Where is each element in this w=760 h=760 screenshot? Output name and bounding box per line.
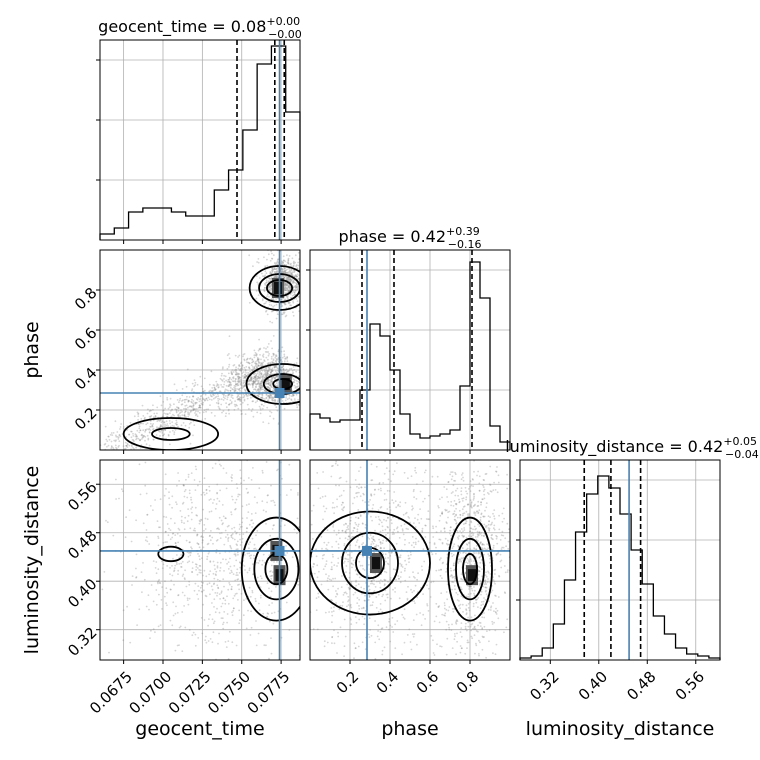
y-axis-label-phase: phase xyxy=(21,321,43,378)
y-tick-label: 0.2 xyxy=(71,404,101,434)
panel-frame xyxy=(519,459,721,661)
x-tick-label: 0.4 xyxy=(373,668,403,698)
truth-marker xyxy=(362,545,372,556)
histogram-phase xyxy=(309,261,511,450)
x-axis-label-luminosity_distance: luminosity_distance xyxy=(526,718,715,740)
y-tick-label: 0.48 xyxy=(64,527,100,563)
panel-title-luminosity_distance: luminosity_distance = 0.42+0.05 −0.04 xyxy=(505,435,759,461)
y-tick-label: 0.6 xyxy=(71,324,101,354)
y-axis-label-luminosity_distance: luminosity_distance xyxy=(21,466,43,655)
y-tick-label: 0.40 xyxy=(64,575,100,611)
marker-layer xyxy=(100,40,642,660)
truth-marker xyxy=(274,388,285,398)
panel-frame xyxy=(309,249,511,451)
histogram-geocent_time xyxy=(99,45,301,240)
histogram-layer xyxy=(99,45,721,660)
y-tick-label: 0.32 xyxy=(64,624,100,660)
axes-layer xyxy=(96,39,721,664)
x-tick-label: 0.32 xyxy=(526,668,562,704)
grid-layer xyxy=(100,40,720,660)
truth-marker xyxy=(274,545,285,556)
x-axis-label-phase: phase xyxy=(381,718,438,740)
contour-layer xyxy=(122,265,493,622)
y-tick-label: 0.4 xyxy=(71,364,101,394)
contours xyxy=(122,265,300,450)
x-tick-label: 0.6 xyxy=(413,668,443,698)
histogram-luminosity_distance xyxy=(519,475,721,660)
panel-frame xyxy=(99,39,301,241)
scatter-layer xyxy=(100,250,510,660)
x-tick-label: 0.48 xyxy=(623,668,659,704)
x-tick-label: 0.8 xyxy=(453,668,483,698)
x-tick-label: 0.56 xyxy=(672,668,708,704)
y-tick-label: 0.56 xyxy=(64,478,100,514)
x-axis-label-geocent_time: geocent_time xyxy=(135,718,264,740)
x-tick-label: 0.2 xyxy=(333,668,363,698)
scatter-points xyxy=(310,460,510,660)
contours xyxy=(310,510,493,622)
x-tick-label: 0.0775 xyxy=(244,668,294,718)
scatter-points xyxy=(101,460,300,660)
x-tick-label: 0.40 xyxy=(575,668,611,704)
panel-title-phase: phase = 0.42+0.39 −0.16 xyxy=(339,225,482,251)
panel-frame xyxy=(99,249,301,451)
x-tick-label: 0.0700 xyxy=(126,668,176,718)
panel-title-geocent_time: geocent_time = 0.08+0.00 −0.00 xyxy=(98,15,302,41)
panel-frame xyxy=(309,459,511,661)
x-tick-label: 0.0725 xyxy=(165,668,215,718)
x-tick-label: 0.0675 xyxy=(86,668,136,718)
y-tick-label: 0.8 xyxy=(71,284,101,314)
panel-frame xyxy=(99,459,301,661)
x-tick-label: 0.0750 xyxy=(204,668,254,718)
